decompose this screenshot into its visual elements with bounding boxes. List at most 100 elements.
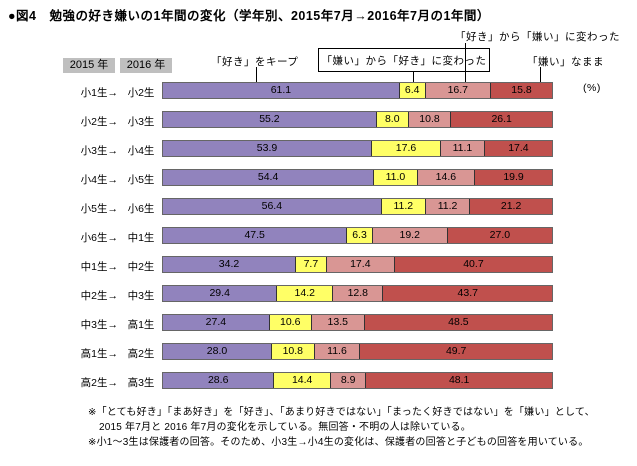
segment-value: 8.9	[340, 374, 356, 387]
segment-value: 11.1	[452, 142, 473, 155]
segment-value: 53.9	[256, 142, 278, 155]
bar-segment: 55.2	[163, 112, 377, 127]
bar-segment: 17.4	[484, 141, 552, 156]
chart-row: 小1生→ 小2生 61.1 6.4 16.7 15.8	[0, 82, 637, 99]
segment-value: 13.5	[327, 316, 348, 329]
chart-row: 小6生→ 中1生 47.5 6.3 19.2 27.0	[0, 227, 637, 244]
row-label-2016-grade: 小4生	[127, 145, 155, 157]
bar-segment: 10.8	[408, 112, 452, 127]
segment-value: 61.1	[270, 84, 292, 97]
row-label-2016-grade: 中2生	[127, 261, 155, 273]
callout-line-like-to-dislike	[465, 43, 466, 82]
chart-row: 中3生→ 高1生 27.4 10.6 13.5 48.5	[0, 314, 637, 331]
segment-value: 29.4	[209, 287, 230, 300]
bar-segment: 43.7	[383, 286, 552, 301]
chart-row: 小3生→ 小4生 53.9 17.6 11.1 17.4	[0, 140, 637, 157]
segment-value: 6.3	[352, 229, 367, 242]
bar-segment: 61.1	[163, 83, 400, 98]
segment-value: 48.1	[448, 374, 470, 387]
segment-value: 10.8	[419, 113, 440, 126]
bar-segment: 34.2	[163, 257, 297, 272]
bar-segment: 56.4	[163, 199, 382, 214]
year-badge-2016: 2016 年	[120, 58, 172, 73]
chart-row: 小2生→ 小3生 55.2 8.0 10.8 26.1	[0, 111, 637, 128]
segment-value: 54.4	[257, 171, 279, 184]
footnote-line-1: ※「とても好き」「まあ好き」を「好き」、「あまり好きではない」「まったく好きでは…	[88, 407, 595, 418]
row-label-2016-grade: 小2生	[127, 87, 155, 99]
row-label-2015-grade: 小1生→	[80, 87, 118, 99]
segment-value: 7.7	[303, 258, 319, 271]
bar-segment: 11.1	[440, 141, 485, 156]
row-label-2015-grade: 小2生→	[80, 116, 118, 128]
stacked-bar: 28.6 14.4 8.9 48.1	[162, 372, 553, 389]
row-label-2015-grade: 小4生→	[80, 174, 118, 186]
segment-value: 16.7	[447, 84, 468, 97]
bar-segment: 48.1	[366, 373, 552, 388]
percent-unit-label: (%)	[583, 82, 601, 94]
segment-value: 27.0	[489, 229, 511, 242]
segment-value: 56.4	[261, 200, 283, 213]
bar-segment: 27.4	[163, 315, 270, 330]
segment-value: 48.5	[448, 316, 469, 329]
row-label-2016-grade: 高1生	[127, 319, 155, 331]
row-label-2016-grade: 小5生	[127, 174, 155, 186]
segment-value: 10.8	[282, 345, 303, 358]
segment-value: 12.8	[347, 287, 369, 300]
segment-value: 49.7	[445, 345, 467, 358]
footnote-line-2: 2015 年7月と 2016 年7月の変化を示している。無回答・不明の人は除いて…	[99, 422, 471, 433]
bar-segment: 17.6	[372, 141, 441, 156]
row-label-2015-grade: 小5生→	[80, 203, 118, 215]
bar-segment: 11.0	[374, 170, 418, 185]
chart-row: 小4生→ 小5生 54.4 11.0 14.6 19.9	[0, 169, 637, 186]
segment-value: 40.7	[463, 258, 484, 271]
bar-segment: 53.9	[163, 141, 373, 156]
segment-value: 55.2	[259, 113, 280, 126]
bar-segment: 27.0	[447, 228, 552, 243]
segment-value: 10.6	[280, 316, 301, 329]
bar-segment: 13.5	[311, 315, 365, 330]
bar-segment: 14.2	[277, 286, 334, 301]
bar-segment: 48.5	[364, 315, 552, 330]
segment-value: 28.0	[206, 345, 228, 358]
segment-value: 11.2	[393, 200, 414, 213]
callout-line-dislike-to-like	[413, 72, 414, 82]
segment-value: 8.0	[384, 113, 400, 126]
segment-value: 14.6	[435, 171, 457, 184]
row-label-2016-grade: 高3生	[127, 377, 155, 389]
segment-value: 28.6	[207, 374, 229, 387]
stacked-bar: 53.9 17.6 11.1 17.4	[162, 140, 553, 157]
bar-segment: 54.4	[163, 170, 375, 185]
segment-value: 26.1	[491, 113, 512, 126]
row-label-2015-grade: 中1生→	[80, 261, 118, 273]
chart-row: 中2生→ 中3生 29.4 14.2 12.8 43.7	[0, 285, 637, 302]
segment-value: 15.8	[511, 84, 532, 97]
chart-row: 小5生→ 小6生 56.4 11.2 11.2 21.2	[0, 198, 637, 215]
bar-segment: 49.7	[360, 344, 552, 359]
bar-segment: 17.4	[326, 257, 395, 272]
bar-segment: 11.2	[425, 199, 471, 214]
segment-value: 11.6	[327, 345, 347, 358]
row-label-2015-grade: 高2生→	[80, 377, 118, 389]
segment-value: 17.6	[395, 142, 417, 155]
stacked-bar: 55.2 8.0 10.8 26.1	[162, 111, 553, 128]
bar-segment: 19.9	[475, 170, 552, 185]
bar-segment: 21.2	[470, 199, 552, 214]
segment-value: 14.2	[294, 287, 315, 300]
bar-segment: 14.6	[417, 170, 476, 185]
segment-value: 21.2	[500, 200, 522, 213]
bar-segment: 26.1	[451, 112, 552, 127]
segment-value: 34.2	[218, 258, 240, 271]
row-label-2016-grade: 小3生	[127, 116, 155, 128]
bar-segment: 7.7	[296, 257, 327, 272]
stacked-bar: 56.4 11.2 11.2 21.2	[162, 198, 553, 215]
segment-value: 43.7	[457, 287, 478, 300]
segment-value: 11.2	[437, 200, 458, 213]
row-label-2015-grade: 小6生→	[80, 232, 118, 244]
bar-segment: 28.6	[163, 373, 275, 388]
segment-value: 19.9	[503, 171, 524, 184]
bar-segment: 8.0	[376, 112, 409, 127]
bar-segment: 19.2	[372, 228, 448, 243]
row-label-2015-grade: 中3生→	[80, 319, 118, 331]
stacked-bar: 34.2 7.7 17.4 40.7	[162, 256, 553, 273]
segment-value: 14.4	[291, 374, 313, 387]
